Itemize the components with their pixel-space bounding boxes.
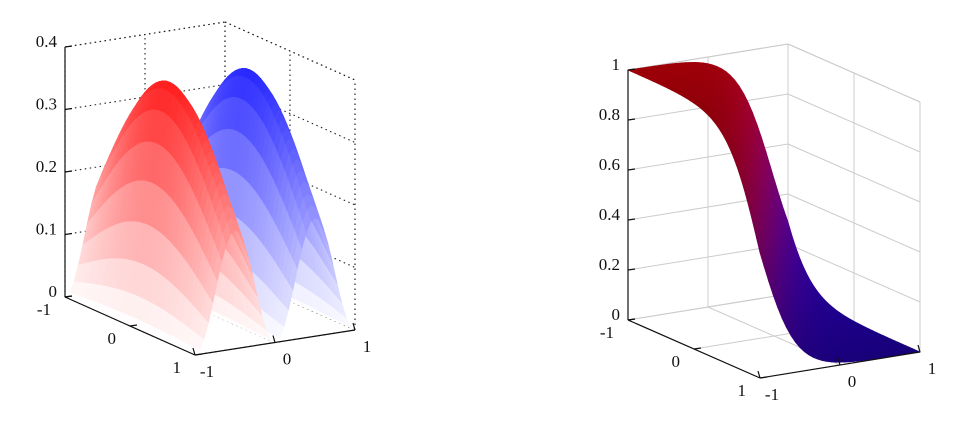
- grid-line: [64, 21, 226, 48]
- z-tick: [627, 168, 636, 171]
- grid-line: [627, 293, 789, 321]
- x-tick-label: -1: [765, 385, 779, 404]
- y-tick-label: -1: [600, 323, 614, 342]
- grid-line: [224, 83, 356, 144]
- x-tick-label: -1: [200, 362, 214, 381]
- z-tick: [64, 45, 73, 48]
- y-tick-label: 1: [738, 381, 747, 400]
- z-tick: [627, 68, 636, 71]
- y-tick-label: 0: [672, 352, 681, 371]
- y-tick: [129, 324, 138, 327]
- y-tick-label: 1: [173, 358, 182, 377]
- x-tick: [192, 347, 196, 356]
- y-tick: [759, 376, 768, 379]
- x-tick-label: 1: [928, 359, 937, 378]
- z-tick: [64, 170, 73, 173]
- y-tick-label: -1: [37, 300, 51, 319]
- z-tick-label: 0: [49, 282, 58, 301]
- x-tick: [352, 322, 356, 331]
- z-tick-label: 0.8: [599, 105, 620, 124]
- x-tick: [917, 344, 921, 353]
- x-tick-label: 1: [363, 337, 372, 356]
- z-tick-label: 0.3: [36, 94, 57, 113]
- z-tick: [64, 232, 73, 236]
- z-tick-label: 0.4: [599, 205, 621, 224]
- z-tick-label: 0.4: [36, 32, 58, 51]
- z-tick: [627, 218, 636, 221]
- x-tick: [272, 335, 276, 343]
- z-tick-label: 0.6: [599, 155, 620, 174]
- z-tick: [64, 107, 73, 111]
- x-tick-label: 0: [283, 349, 292, 368]
- x-tick: [757, 370, 761, 379]
- x-tick-label: 0: [848, 372, 857, 391]
- x-tick: [837, 357, 841, 366]
- y-tick: [693, 347, 702, 350]
- z-tick-label: 0.2: [599, 255, 620, 274]
- surface-patch: [756, 237, 765, 268]
- z-tick: [627, 118, 636, 121]
- y-tick: [627, 318, 636, 321]
- surface-chart: 00.20.40.60.81-101 -101: [599, 43, 937, 404]
- z-tick-label: 0.2: [36, 157, 57, 176]
- y-tick: [64, 295, 73, 298]
- z-tick-label: 0: [612, 305, 621, 324]
- surface-chart: 00.10.20.30.4-101 -101: [36, 21, 372, 381]
- y-tick: [194, 353, 203, 356]
- z-tick-label: 0.1: [36, 219, 57, 238]
- y-tick-label: 0: [108, 329, 117, 348]
- z-tick: [627, 268, 636, 271]
- grid-line: [224, 21, 356, 81]
- z-tick-label: 1: [612, 55, 621, 74]
